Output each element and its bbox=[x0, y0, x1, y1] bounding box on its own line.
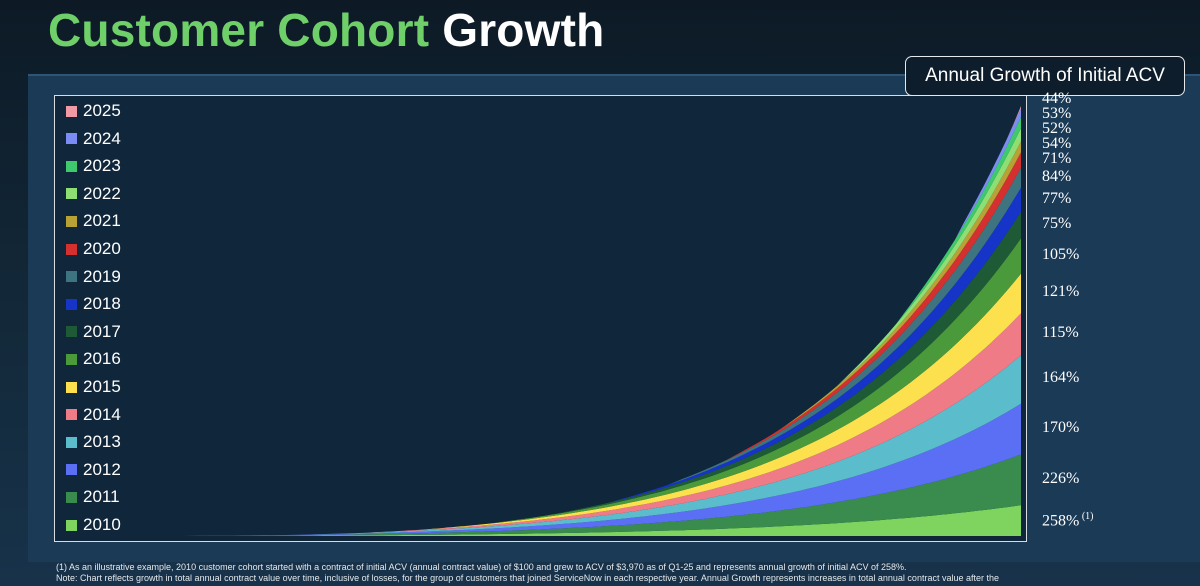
legend-label-2018: 2018 bbox=[83, 294, 121, 314]
growth-label-2014: 115% bbox=[1042, 324, 1079, 342]
legend-item-2015: 2015 bbox=[66, 376, 121, 398]
legend-swatch-2019 bbox=[66, 271, 77, 283]
title-part-growth: Growth bbox=[442, 4, 605, 56]
growth-value-2019: 84% bbox=[1042, 167, 1072, 185]
growth-footnote-marker: (1) bbox=[1079, 510, 1094, 522]
legend-item-2010: 2010 bbox=[66, 514, 121, 536]
legend-swatch-2020 bbox=[66, 243, 77, 255]
legend-swatch-2016 bbox=[66, 353, 77, 365]
growth-label-2012: 170% bbox=[1042, 419, 1079, 437]
legend-swatch-2012 bbox=[66, 464, 77, 476]
growth-value-2023: 53% bbox=[1042, 105, 1072, 123]
legend-label-2016: 2016 bbox=[83, 349, 121, 369]
legend-item-2021: 2021 bbox=[66, 210, 121, 232]
growth-value-2013: 164% bbox=[1042, 369, 1080, 387]
legend-label-2010: 2010 bbox=[83, 515, 121, 534]
legend-label-2017: 2017 bbox=[83, 321, 121, 341]
growth-label-2024: 44% bbox=[1042, 90, 1071, 108]
growth-label-2011: 226% bbox=[1042, 470, 1079, 488]
legend-item-2022: 2022 bbox=[66, 183, 121, 205]
growth-label-2010: 258% (1) bbox=[1042, 511, 1094, 530]
page-title: Customer Cohort Growth bbox=[48, 4, 604, 56]
growth-value-2018: 77% bbox=[1042, 189, 1072, 207]
growth-value-2012: 170% bbox=[1042, 419, 1080, 437]
growth-value-2011: 226% bbox=[1042, 469, 1080, 487]
legend-item-2024: 2024 bbox=[66, 128, 121, 150]
legend-swatch-2025 bbox=[66, 105, 77, 117]
growth-label-2018: 77% bbox=[1042, 190, 1071, 208]
legend-label-2024: 2024 bbox=[83, 128, 121, 148]
growth-label-2017: 75% bbox=[1042, 215, 1071, 233]
legend-label-2012: 2012 bbox=[83, 459, 121, 479]
legend-swatch-2021 bbox=[66, 215, 77, 227]
legend-swatch-2010 bbox=[66, 519, 77, 531]
legend-label-2020: 2020 bbox=[83, 239, 121, 258]
area-series-2011 bbox=[139, 454, 1021, 536]
legend-item-2017: 2017 bbox=[66, 321, 121, 343]
legend-swatch-2024 bbox=[66, 133, 77, 145]
growth-value-2010: 258% bbox=[1042, 511, 1080, 529]
legend-label-2021: 2021 bbox=[83, 211, 121, 231]
growth-value-2022: 52% bbox=[1042, 120, 1072, 138]
legend-label-2014: 2014 bbox=[83, 404, 121, 424]
legend-item-2012: 2012 bbox=[66, 459, 121, 481]
growth-label-2013: 164% bbox=[1042, 369, 1079, 387]
growth-label-2022: 52% bbox=[1042, 120, 1071, 138]
growth-label-2016: 105% bbox=[1042, 246, 1079, 264]
growth-value-2024: 44% bbox=[1042, 90, 1072, 108]
area-series-2010 bbox=[139, 505, 1021, 536]
legend-item-2025: 2025 bbox=[66, 100, 121, 122]
legend-label-2013: 2013 bbox=[83, 432, 121, 452]
growth-label-2015: 121% bbox=[1042, 283, 1079, 301]
legend-label-2011: 2011 bbox=[83, 487, 120, 507]
growth-value-2015: 121% bbox=[1042, 283, 1080, 301]
legend-item-2013: 2013 bbox=[66, 431, 121, 453]
legend-swatch-2015 bbox=[66, 381, 77, 393]
footnote-line-1: (1) As an illustrative example, 2010 cus… bbox=[56, 562, 907, 572]
legend-swatch-2017 bbox=[66, 326, 77, 338]
legend-label-2019: 2019 bbox=[83, 266, 121, 286]
legend-label-2022: 2022 bbox=[83, 183, 121, 203]
legend-swatch-2011 bbox=[66, 491, 77, 503]
area-series-2012 bbox=[139, 403, 1021, 536]
annual-growth-header: Annual Growth of Initial ACV bbox=[905, 56, 1185, 96]
legend-item-2019: 2019 bbox=[66, 266, 121, 288]
legend-item-2020: 2020 bbox=[66, 238, 121, 260]
legend-item-2023: 2023 bbox=[66, 155, 121, 177]
footnote: (1) As an illustrative example, 2010 cus… bbox=[56, 562, 1186, 584]
legend-item-2018: 2018 bbox=[66, 293, 121, 315]
growth-label-2020: 71% bbox=[1042, 150, 1071, 168]
legend-label-2015: 2015 bbox=[83, 377, 121, 396]
footnote-line-2: Note: Chart reflects growth in total ann… bbox=[56, 573, 999, 583]
cohort-area-chart bbox=[139, 106, 1021, 537]
growth-label-2023: 53% bbox=[1042, 105, 1071, 123]
legend-label-2023: 2023 bbox=[83, 156, 121, 176]
legend-swatch-2022 bbox=[66, 188, 77, 200]
growth-label-2021: 54% bbox=[1042, 135, 1071, 153]
growth-value-2020: 71% bbox=[1042, 150, 1072, 168]
legend-swatch-2013 bbox=[66, 436, 77, 448]
growth-value-2014: 115% bbox=[1042, 324, 1079, 342]
title-part-customer-cohort: Customer Cohort bbox=[48, 4, 430, 56]
growth-value-2021: 54% bbox=[1042, 135, 1072, 153]
legend-swatch-2014 bbox=[66, 409, 77, 421]
legend-swatch-2023 bbox=[66, 160, 77, 172]
legend-item-2014: 2014 bbox=[66, 404, 121, 426]
legend-item-2016: 2016 bbox=[66, 348, 121, 370]
growth-value-2017: 75% bbox=[1042, 215, 1072, 233]
growth-value-2016: 105% bbox=[1042, 245, 1080, 263]
growth-label-2019: 84% bbox=[1042, 168, 1071, 186]
legend-label-2025: 2025 bbox=[83, 101, 121, 120]
legend-swatch-2018 bbox=[66, 298, 77, 310]
legend-item-2011: 2011 bbox=[66, 486, 120, 508]
